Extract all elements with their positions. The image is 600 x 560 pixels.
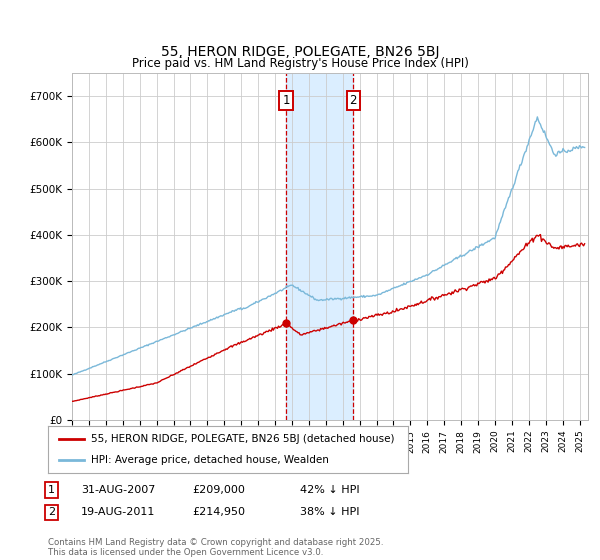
Text: 2: 2 xyxy=(350,94,357,107)
Text: 19-AUG-2011: 19-AUG-2011 xyxy=(81,507,155,517)
Bar xyxy=(286,73,353,420)
Text: 31-AUG-2007: 31-AUG-2007 xyxy=(81,485,155,495)
Text: 55, HERON RIDGE, POLEGATE, BN26 5BJ: 55, HERON RIDGE, POLEGATE, BN26 5BJ xyxy=(161,45,439,59)
Text: 42% ↓ HPI: 42% ↓ HPI xyxy=(300,485,359,495)
Text: £214,950: £214,950 xyxy=(192,507,245,517)
Text: £209,000: £209,000 xyxy=(192,485,245,495)
Text: 2: 2 xyxy=(48,507,55,517)
Text: Price paid vs. HM Land Registry's House Price Index (HPI): Price paid vs. HM Land Registry's House … xyxy=(131,57,469,70)
Text: 1: 1 xyxy=(48,485,55,495)
Text: HPI: Average price, detached house, Wealden: HPI: Average price, detached house, Weal… xyxy=(91,455,329,465)
Text: 55, HERON RIDGE, POLEGATE, BN26 5BJ (detached house): 55, HERON RIDGE, POLEGATE, BN26 5BJ (det… xyxy=(91,434,395,444)
Text: 1: 1 xyxy=(283,94,290,107)
Text: 38% ↓ HPI: 38% ↓ HPI xyxy=(300,507,359,517)
Text: Contains HM Land Registry data © Crown copyright and database right 2025.
This d: Contains HM Land Registry data © Crown c… xyxy=(48,538,383,557)
